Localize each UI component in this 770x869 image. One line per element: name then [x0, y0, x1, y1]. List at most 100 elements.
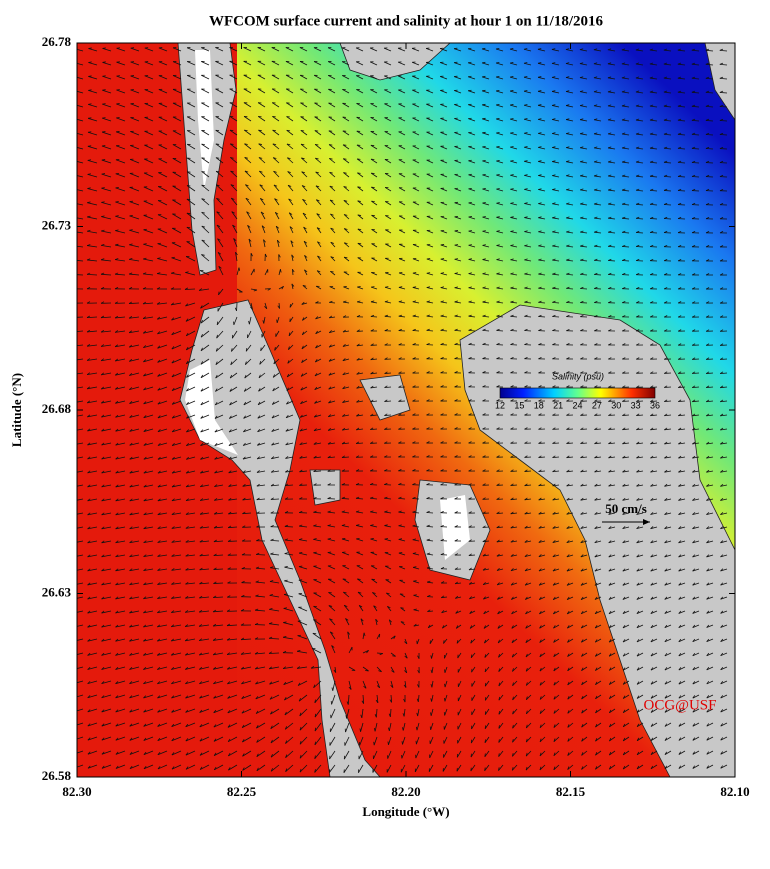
- current-vector-head: [74, 667, 77, 669]
- current-vector-head: [74, 752, 76, 754]
- current-vector-head: [496, 118, 499, 119]
- current-vector-head: [485, 683, 486, 686]
- current-vector-head: [74, 597, 77, 599]
- current-vector: [692, 148, 699, 149]
- current-vector-head: [496, 104, 499, 105]
- current-vector: [371, 316, 377, 317]
- y-tick-label: 26.58: [42, 768, 72, 783]
- current-vector-head: [357, 579, 360, 580]
- current-vector-head: [74, 583, 77, 585]
- current-vector: [412, 498, 419, 499]
- current-vector-head: [315, 714, 316, 717]
- colorbar-label: Salinity (psu): [552, 371, 604, 381]
- current-vector-head: [88, 90, 91, 91]
- current-vector: [622, 246, 629, 247]
- x-tick-label: 82.25: [227, 784, 257, 799]
- current-vector-head: [73, 245, 76, 246]
- current-vector-head: [301, 130, 304, 131]
- current-vector-head: [482, 104, 485, 105]
- current-vector-head: [74, 527, 77, 529]
- colorbar-tick-label: 36: [650, 400, 660, 410]
- current-vector-head: [73, 316, 76, 318]
- current-vector-head: [73, 344, 76, 346]
- current-vector-head: [445, 684, 446, 687]
- current-vector-head: [74, 738, 76, 740]
- current-vector-head: [187, 213, 190, 214]
- current-vector-head: [115, 201, 118, 202]
- current-vector-head: [74, 471, 77, 473]
- current-vector: [608, 260, 615, 261]
- y-tick-label: 26.78: [42, 34, 72, 49]
- x-tick-label: 82.10: [720, 784, 749, 799]
- current-vector-head: [277, 320, 278, 323]
- credit: OCG@USF: [643, 697, 716, 713]
- current-vector-head: [455, 245, 458, 246]
- current-vector-head: [482, 62, 485, 63]
- x-axis-label: Longitude (°W): [362, 804, 449, 819]
- current-vector-head: [455, 230, 458, 231]
- current-vector: [566, 302, 573, 303]
- current-vector: [538, 316, 545, 317]
- current-vector-head: [482, 160, 485, 161]
- current-vector-head: [482, 188, 485, 189]
- current-vector-head: [413, 273, 416, 274]
- current-vector-head: [103, 48, 106, 49]
- current-vector: [650, 218, 657, 219]
- current-vector: [706, 134, 713, 135]
- current-vector-head: [187, 227, 190, 228]
- colorbar-tick-label: 30: [611, 400, 621, 410]
- current-vector-head: [413, 595, 416, 596]
- current-vector-head: [496, 132, 499, 133]
- colorbar-tick-label: 27: [592, 400, 602, 410]
- current-vector-head: [74, 681, 76, 683]
- current-vector-head: [102, 76, 105, 77]
- current-vector: [720, 106, 727, 107]
- current-vector-head: [74, 513, 77, 515]
- y-axis-label: Latitude (°N): [9, 373, 24, 447]
- current-vector: [720, 92, 727, 93]
- current-vector-head: [482, 174, 485, 175]
- current-vector-head: [73, 373, 76, 375]
- current-vector-head: [102, 90, 105, 91]
- current-vector: [706, 120, 713, 121]
- current-vector-head: [74, 639, 77, 641]
- colorbar-tick-label: 18: [534, 400, 544, 410]
- current-vector-head: [315, 131, 318, 132]
- x-tick-label: 82.20: [391, 784, 420, 799]
- current-vector-head: [88, 132, 91, 133]
- current-vector-head: [358, 243, 361, 244]
- current-vector-head: [73, 457, 76, 459]
- current-vector-head: [372, 579, 375, 580]
- y-tick-label: 26.63: [42, 584, 72, 599]
- current-vector-head: [73, 188, 76, 189]
- current-vector-head: [483, 202, 486, 203]
- current-vector-head: [485, 753, 486, 756]
- title: WFCOM surface current and salinity at ho…: [209, 13, 604, 29]
- x-tick-label: 82.30: [62, 784, 91, 799]
- current-vector: [580, 288, 587, 289]
- current-vector: [256, 554, 265, 555]
- current-vector-head: [400, 608, 403, 609]
- colorbar-tick-label: 24: [572, 400, 582, 410]
- current-vector-head: [73, 429, 76, 431]
- current-vector-head: [73, 287, 76, 288]
- current-vector-head: [315, 728, 316, 731]
- scale-arrow-label: 50 cm/s: [605, 501, 647, 516]
- current-vector: [73, 274, 83, 275]
- current-vector-head: [74, 160, 77, 161]
- current-vector: [636, 232, 643, 233]
- y-tick-label: 26.68: [42, 401, 72, 416]
- current-vector-head: [356, 538, 359, 539]
- current-vector-head: [74, 695, 76, 697]
- current-vector-head: [73, 401, 76, 403]
- current-vector: [664, 204, 671, 205]
- current-vector-head: [73, 302, 76, 304]
- colorbar-tick-label: 12: [495, 400, 505, 410]
- current-vector-head: [73, 358, 76, 360]
- current-vector-head: [392, 656, 395, 657]
- current-vector: [692, 162, 699, 163]
- current-vector-head: [73, 230, 76, 231]
- current-vector-head: [357, 173, 360, 174]
- current-vector: [413, 330, 419, 331]
